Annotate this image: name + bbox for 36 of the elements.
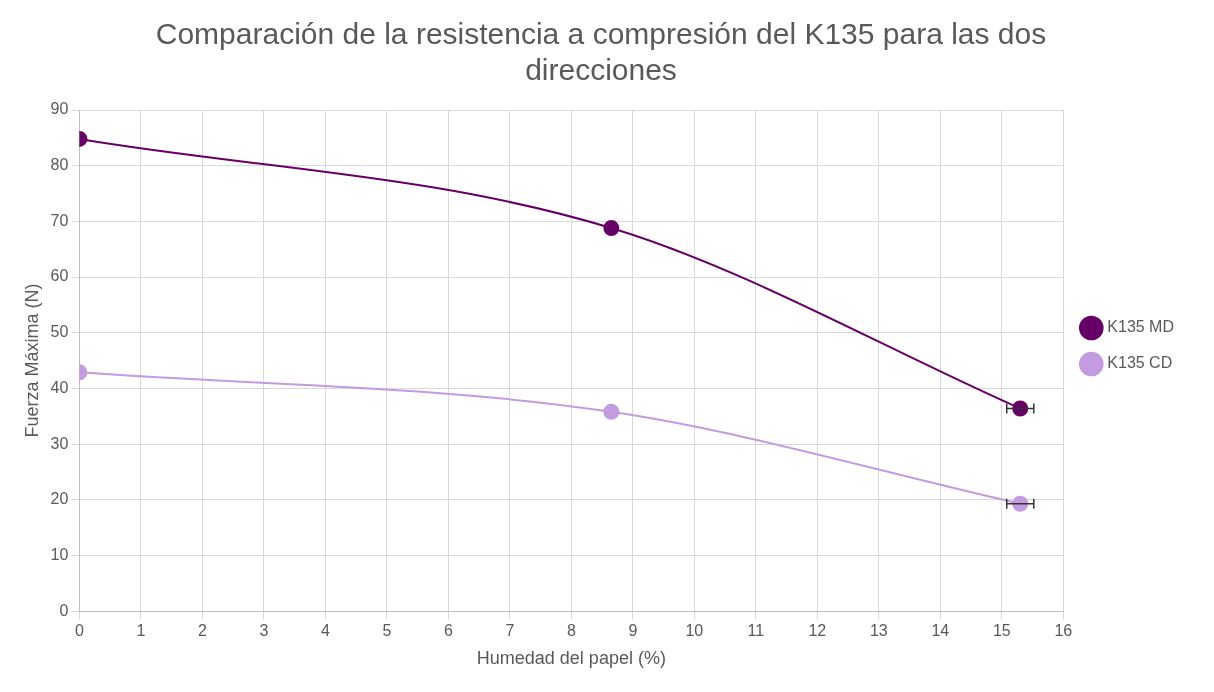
y-tick-label: 90	[50, 100, 69, 118]
x-tick-label: 2	[197, 622, 207, 640]
y-axis-title: Fuerza Máxima (N)	[21, 283, 42, 438]
x-tick-label: 16	[1054, 622, 1073, 640]
x-axis-title: Humedad del papel (%)	[476, 648, 666, 669]
y-tick-label: 70	[50, 211, 69, 229]
x-tick-label: 15	[992, 622, 1011, 640]
x-tick-label: 4	[320, 622, 330, 640]
legend-label: K135 MD	[1107, 318, 1175, 336]
y-tick-label: 10	[50, 545, 69, 563]
y-tick-label: 50	[50, 323, 69, 341]
point	[1012, 400, 1029, 417]
x-tick-label: 9	[628, 622, 638, 640]
y-tick-label: 60	[50, 267, 69, 285]
x-tick-label: 3	[259, 622, 269, 640]
point	[603, 403, 620, 420]
point	[1012, 495, 1029, 512]
x-tick-label: 11	[747, 622, 765, 640]
x-tick-label: 0	[74, 622, 84, 640]
x-tick-label: 5	[382, 622, 392, 640]
x-tick-label: 6	[443, 622, 453, 640]
y-tick-label: 0	[59, 601, 69, 619]
x-tick-label: 1	[136, 622, 146, 640]
y-tick-label: 30	[50, 434, 69, 452]
y-tick-label: 20	[50, 490, 69, 508]
point	[603, 220, 620, 237]
x-tick-label: 12	[808, 622, 827, 640]
chart-title: Comparación de la resistencia a compresión del K135 para las dos direcciones	[155, 17, 1047, 87]
x-tick-label: 8	[566, 622, 576, 640]
y-tick-label: 80	[50, 156, 69, 174]
x-tick-label: 13	[869, 622, 888, 640]
x-tick-label: 14	[931, 622, 950, 640]
y-tick-label: 40	[50, 378, 69, 396]
legend-label: K135 CD	[1107, 354, 1173, 372]
x-tick-label: 7	[505, 622, 515, 640]
x-tick-label: 10	[685, 622, 704, 640]
